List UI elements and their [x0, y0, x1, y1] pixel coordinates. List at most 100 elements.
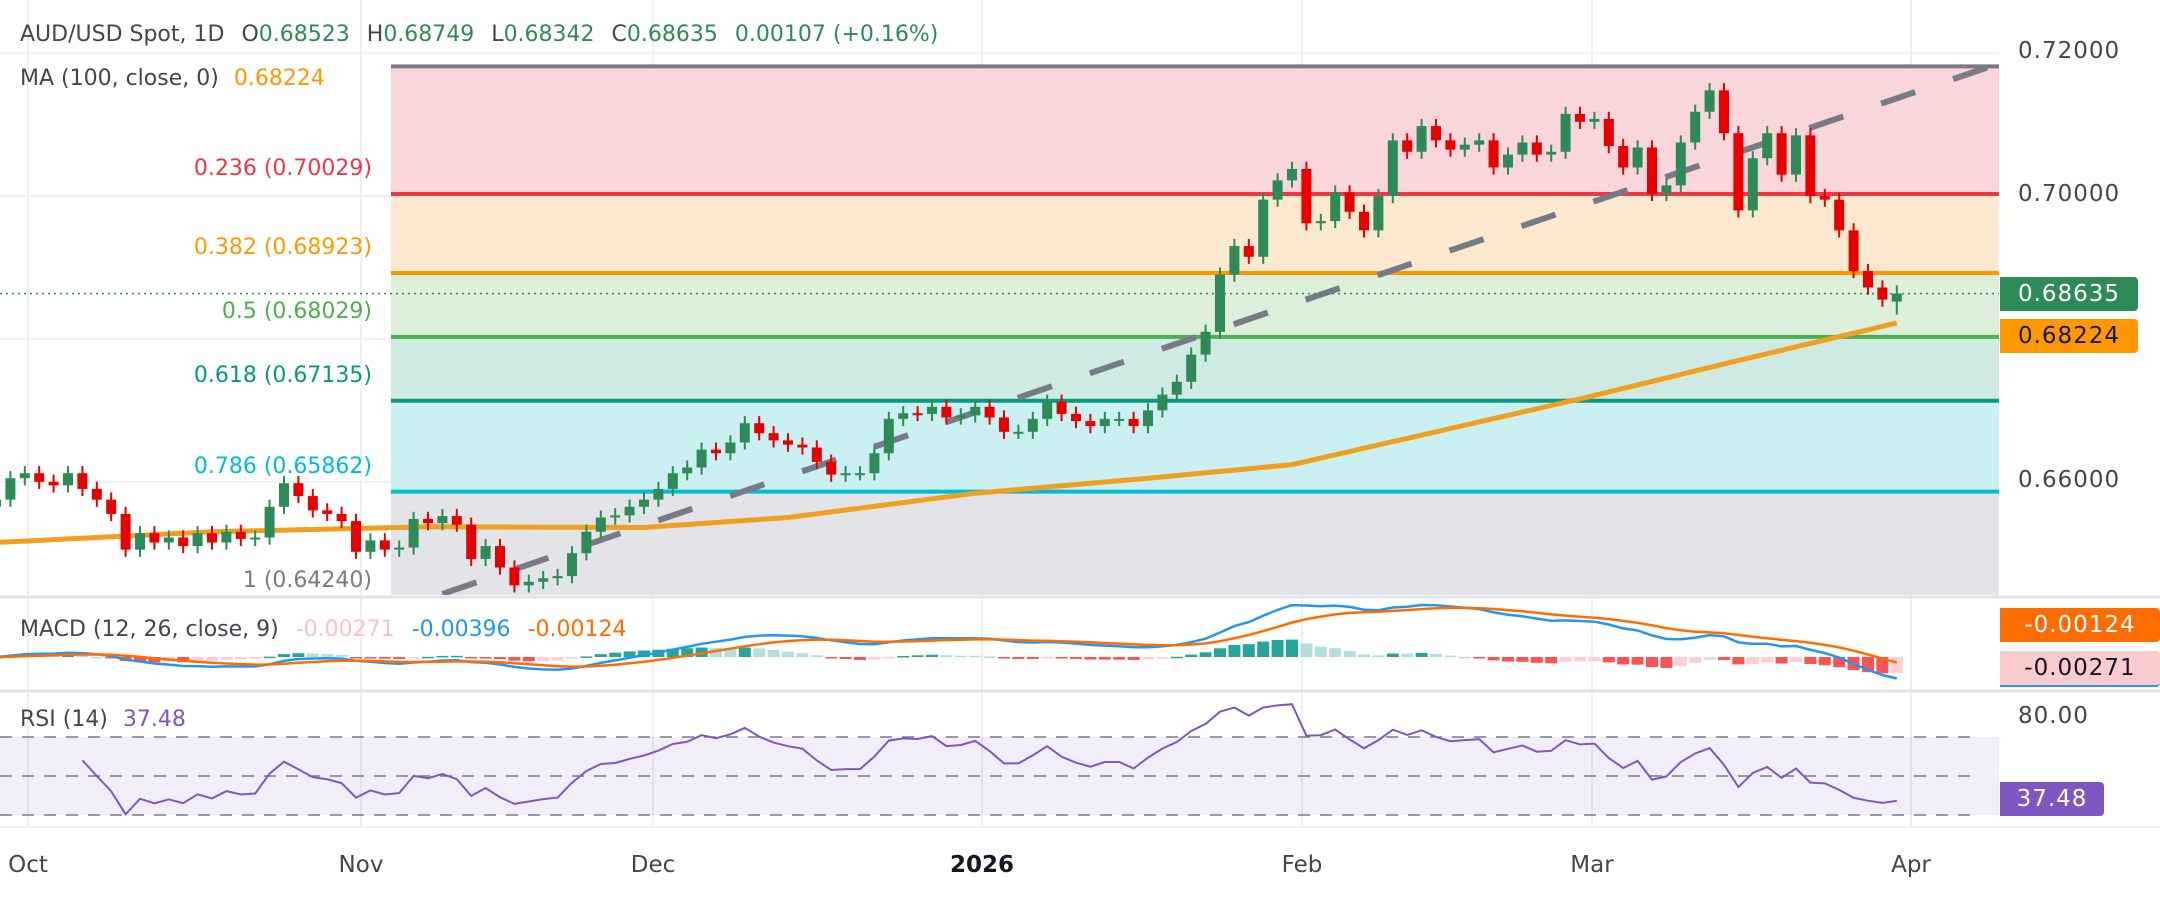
candle-body: [696, 449, 707, 468]
macd-histogram-bar: [1386, 653, 1399, 657]
candle-body: [1503, 154, 1513, 168]
last-price-tag: 0.68635: [2000, 277, 2138, 311]
macd-label: MACD (12, 26, close, 9): [20, 617, 279, 642]
candle-body: [250, 537, 261, 540]
candle-body: [1186, 354, 1197, 382]
macd-histogram-bar: [1228, 644, 1241, 657]
macd-histogram-bar: [1732, 657, 1745, 665]
macd-histogram-bar: [1703, 657, 1716, 660]
candle-body: [135, 533, 145, 550]
macd-histogram-bar: [1214, 648, 1226, 657]
candle-body: [883, 418, 894, 454]
macd-histogram-bar: [1084, 657, 1097, 660]
candle-body: [912, 413, 923, 416]
candle-body: [999, 417, 1009, 432]
candle-body: [192, 533, 203, 547]
candle-body: [840, 473, 851, 476]
macd-histogram-bar: [1041, 657, 1054, 659]
macd-histogram-bar: [1026, 657, 1039, 659]
macd-histogram-bar: [292, 653, 305, 657]
candle-body: [77, 473, 88, 489]
price-axis-label: 0.72000: [2018, 38, 2121, 64]
macd-histogram-bar: [508, 657, 521, 661]
macd-histogram-bar: [825, 657, 838, 659]
macd-histogram-bar: [220, 657, 233, 660]
candle-body: [1114, 418, 1125, 421]
candle-body: [509, 567, 520, 586]
macd-line: [0, 603, 1898, 680]
candle-body: [1402, 140, 1413, 152]
candle-body: [624, 506, 635, 516]
macd-histogram-bar: [1113, 657, 1126, 660]
candle-body: [0, 499, 1, 507]
candle-body: [235, 531, 246, 539]
candle-body: [941, 406, 952, 418]
candle-body: [1301, 168, 1312, 224]
candle-body: [581, 531, 592, 554]
candle-body: [437, 516, 448, 524]
candle-body: [1474, 140, 1485, 145]
symbol-title[interactable]: AUD/USD Spot, 1D: [20, 22, 225, 47]
macd-histogram-bar: [537, 657, 550, 662]
macd-histogram-bar: [350, 657, 362, 659]
candle-body: [379, 540, 390, 550]
macd-histogram-bar: [940, 655, 953, 657]
ma-legend[interactable]: MA (100, close, 0) 0.68224: [20, 66, 325, 91]
candle-body: [495, 546, 505, 568]
candle-body: [1690, 111, 1701, 143]
candle-body: [106, 499, 117, 514]
candle-body: [1359, 211, 1369, 231]
candle-body: [927, 406, 937, 414]
macd-legend[interactable]: MACD (12, 26, close, 9) -0.00271 -0.0039…: [20, 617, 626, 642]
candle-body: [610, 515, 621, 518]
macd-histogram-bar: [1430, 653, 1442, 657]
candle-body: [91, 488, 102, 500]
candle-body: [1776, 133, 1787, 175]
macd-histogram-bar: [378, 657, 391, 659]
macd-histogram-bar: [234, 657, 247, 660]
candle-body: [1229, 246, 1240, 275]
fib-label-0.236: 0.236 (0.70029): [193, 156, 372, 181]
macd-histogram-bar: [1458, 656, 1471, 659]
candle-body: [351, 521, 361, 552]
macd-histogram-bar: [810, 655, 823, 657]
macd-histogram-bar: [1415, 652, 1428, 657]
macd-histogram-bar: [782, 651, 794, 657]
rsi-axis-label: 80.00: [2018, 703, 2089, 729]
macd-histogram-bar: [1070, 657, 1082, 659]
candle-body: [1071, 413, 1081, 422]
price-axis-label: 0.66000: [2018, 467, 2121, 493]
macd-histogram-bar: [1358, 654, 1370, 657]
macd-histogram-bar: [1631, 657, 1644, 665]
fib-label-0.618: 0.618 (0.67135): [193, 362, 372, 388]
fib-zone-0.786: [391, 491, 1999, 595]
candle-body: [739, 423, 750, 443]
macd-histogram-bar: [1559, 657, 1572, 662]
macd-signal-tag: -0.00124: [2000, 608, 2160, 642]
macd-histogram-bar: [1617, 657, 1630, 665]
macd-line-value: -0.00396: [411, 617, 511, 642]
macd-histogram-bar: [1142, 657, 1154, 660]
time-label-oct: Oct: [8, 852, 48, 878]
rsi-legend[interactable]: RSI (14) 37.48: [20, 707, 186, 732]
macd-histogram-bar: [263, 656, 276, 659]
macd-histogram-bar: [1502, 657, 1514, 662]
candle-body: [595, 517, 606, 532]
macd-histogram-bar: [1055, 657, 1068, 659]
candle-body: [1848, 230, 1859, 272]
time-label-feb: Feb: [1281, 852, 1323, 878]
candle-body: [466, 524, 477, 559]
candle-body: [754, 423, 765, 434]
macd-histogram-bar: [1890, 657, 1903, 673]
candle-body: [423, 518, 433, 524]
fib-label-0.382: 0.382 (0.68923): [193, 235, 372, 260]
candle-body: [1791, 135, 1801, 175]
macd-histogram-bar: [753, 648, 766, 657]
candle-body: [207, 533, 217, 543]
candle-body: [34, 473, 45, 482]
macd-histogram-bar: [306, 653, 319, 657]
macd-histogram-bar: [1876, 657, 1889, 674]
fib-zone-0.236: [391, 194, 1999, 274]
candle-body: [783, 440, 793, 445]
